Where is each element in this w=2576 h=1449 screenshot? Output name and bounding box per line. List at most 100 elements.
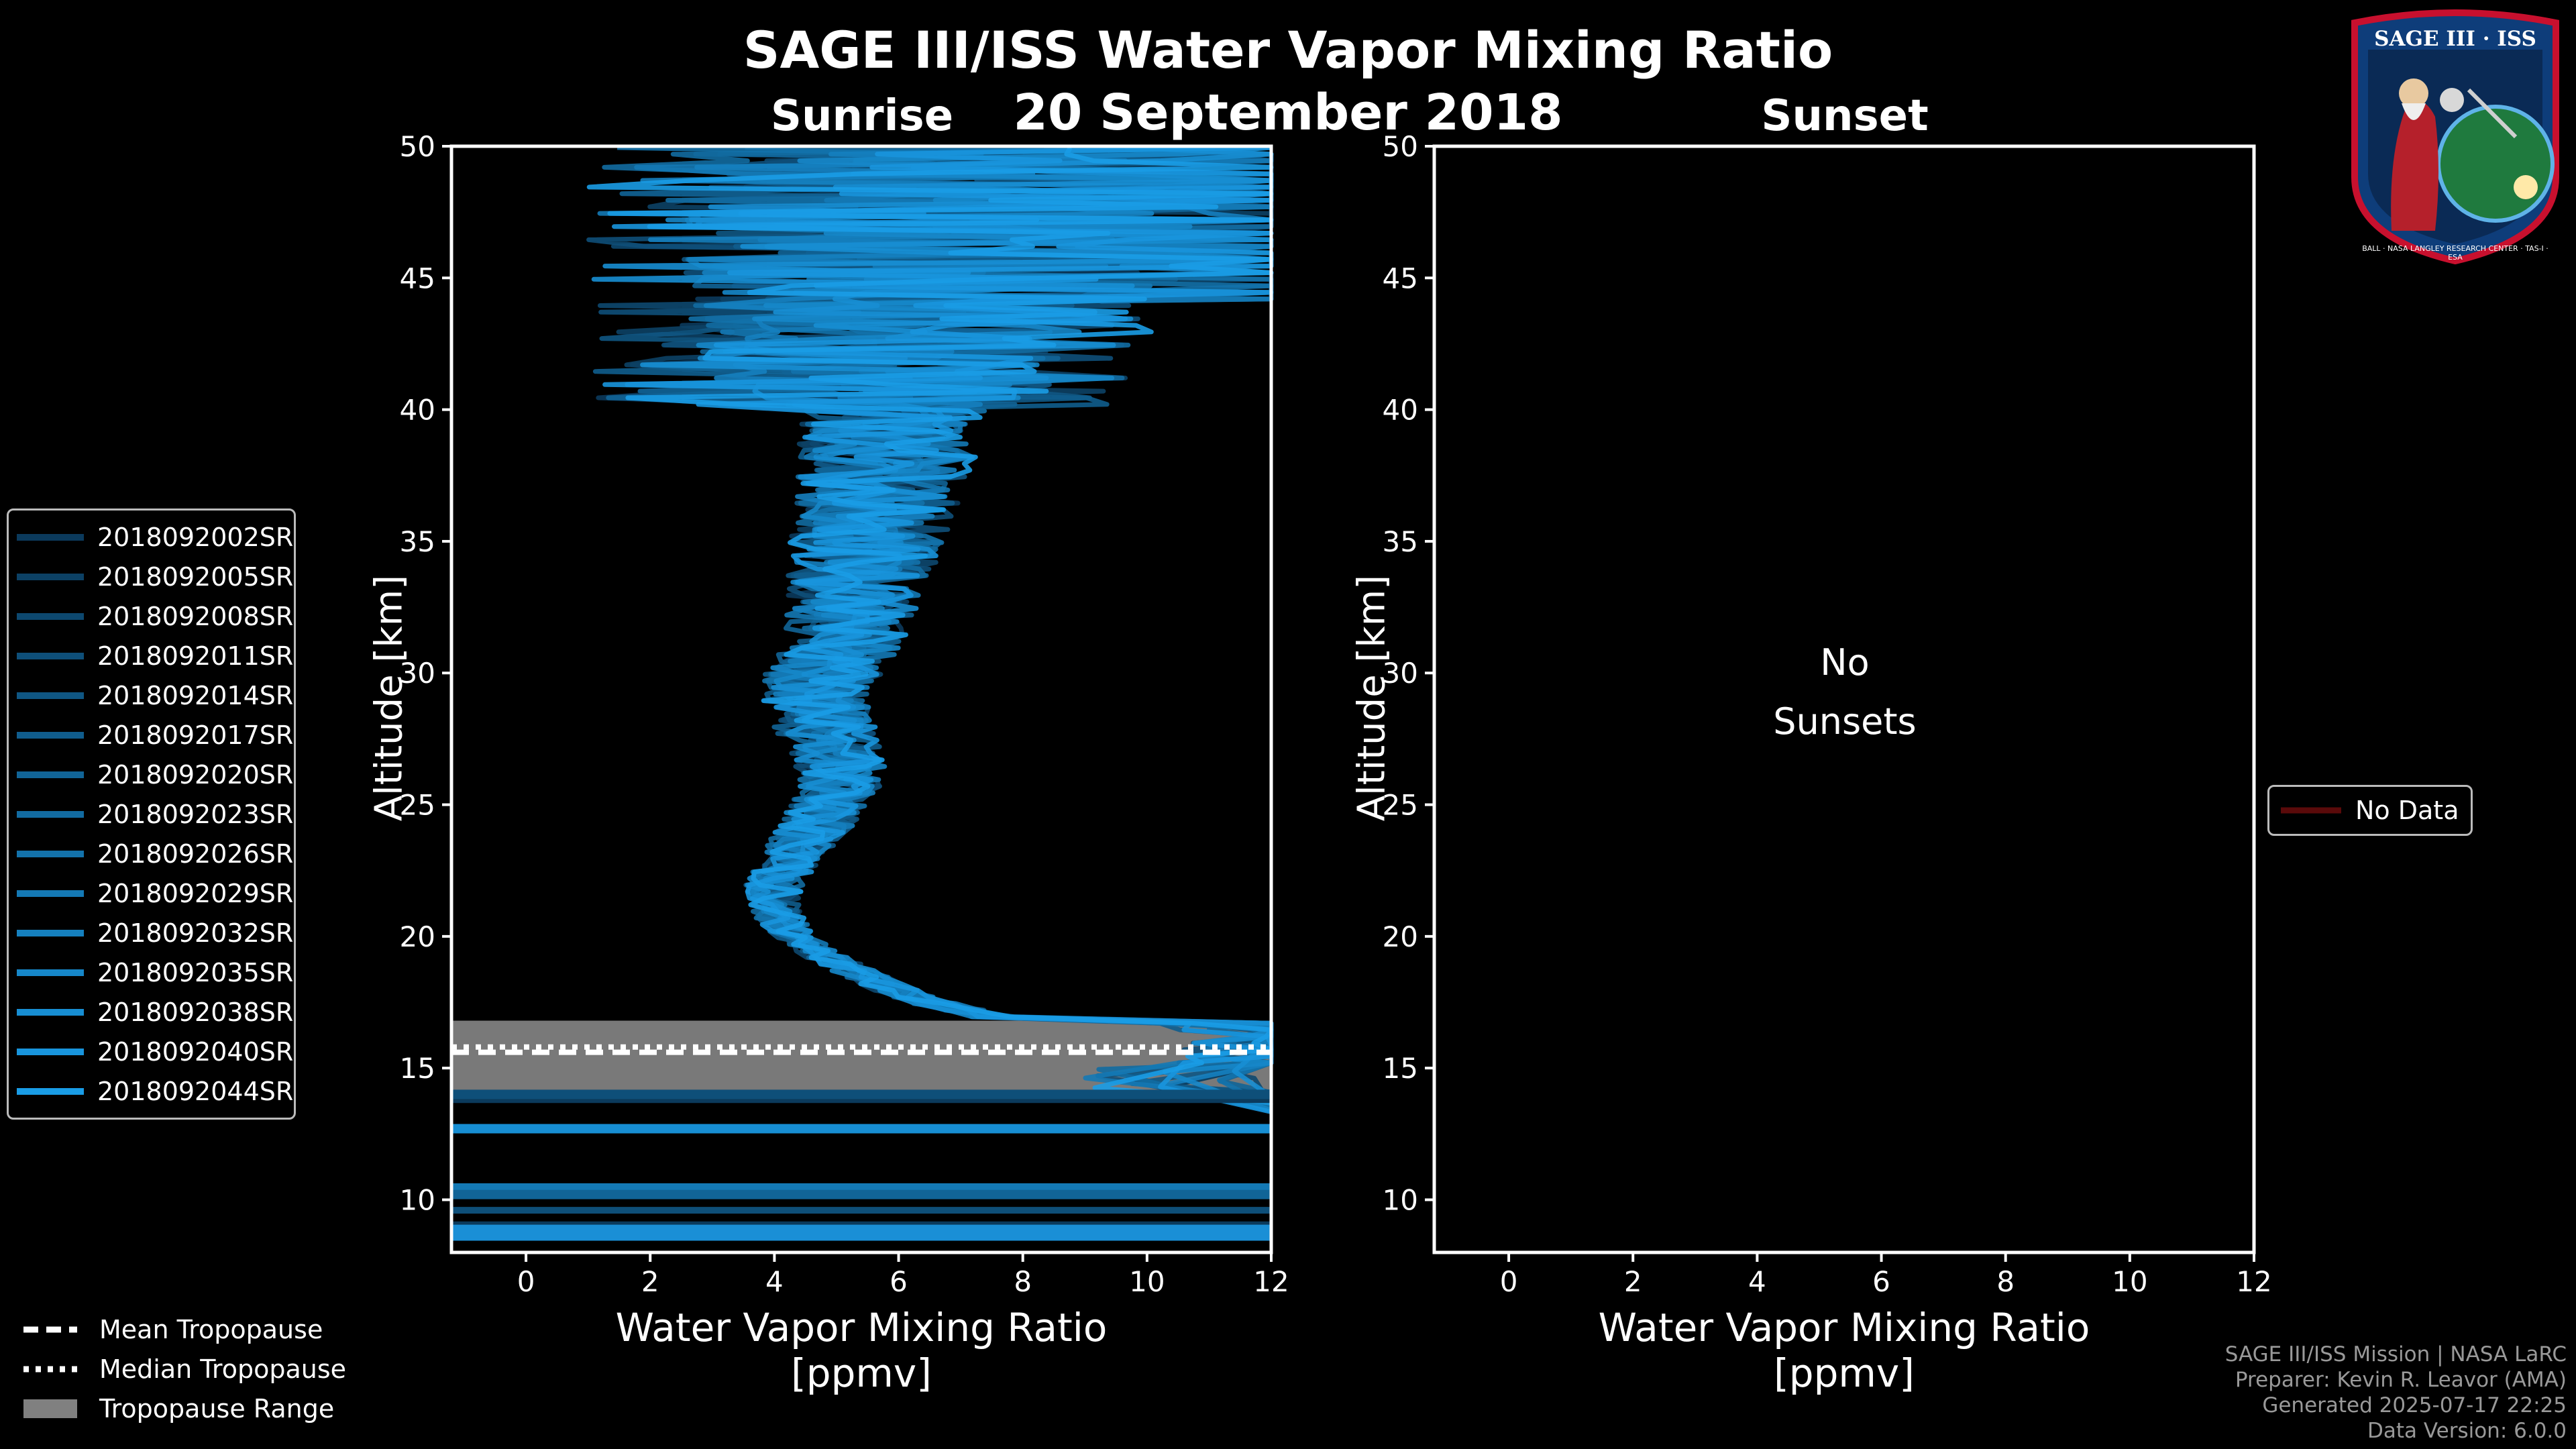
legend-series-2018092040SR: 2018092040SR [9, 1032, 294, 1071]
sunrise-y-tick-label: 25 [400, 789, 435, 822]
legend-series-swatch [17, 1008, 84, 1016]
sunrise-y-tick-label: 50 [400, 130, 435, 163]
sunrise-y-tick-label: 40 [400, 394, 435, 427]
legend-series-label: 2018092038SR [97, 997, 294, 1027]
no-sunsets-note: No Sunsets [1610, 633, 2080, 751]
sunset-x-axis-title: Water Vapor Mixing Ratio [1598, 1305, 2090, 1350]
sunset-x-axis-unit: [ppmv] [1774, 1350, 1915, 1396]
legend-series-swatch [17, 1087, 84, 1095]
legend-series-2018092002SR: 2018092002SR [9, 517, 294, 557]
legend-series-swatch [17, 1048, 84, 1055]
legend-series-label: 2018092029SR [97, 878, 294, 908]
legend-series-label: 2018092035SR [97, 957, 294, 987]
sunset-x-axis-label: Water Vapor Mixing Ratio [ppmv] [1434, 1305, 2254, 1396]
sunrise-series-legend: 2018092002SR 2018092005SR 2018092008SR 2018… [7, 508, 296, 1120]
legend-series-swatch [17, 612, 84, 620]
legend-series-2018092011SR: 2018092011SR [9, 636, 294, 676]
figure-date: 20 September 2018 [1013, 84, 1563, 142]
sunrise-series-line-2018092044SR [586, 146, 1274, 1106]
sunrise-panel-title: Sunrise [770, 91, 954, 141]
tropopause-range-swatch [23, 1399, 77, 1418]
sunrise-x-tick-label: 2 [641, 1265, 659, 1298]
legend-series-label: 2018092020SR [97, 759, 294, 790]
sunrise-x-tick-label: 0 [517, 1265, 535, 1298]
legend-series-label: 2018092023SR [97, 799, 294, 829]
legend-tropopause-range-label: Tropopause Range [99, 1393, 335, 1424]
sunrise-x-tick-label: 4 [765, 1265, 784, 1298]
sunrise-x-axis-label: Water Vapor Mixing Ratio [ppmv] [451, 1305, 1271, 1396]
credits: SAGE III/ISS Mission | NASA LaRC Prepare… [2225, 1342, 2567, 1444]
legend-series-swatch [17, 890, 84, 897]
credit-preparer: Preparer: Kevin R. Leavor (AMA) [2235, 1368, 2567, 1392]
legend-series-2018092014SR: 2018092014SR [9, 676, 294, 715]
legend-series-label: 2018092014SR [97, 680, 294, 710]
sunrise-x-axis-title: Water Vapor Mixing Ratio [615, 1305, 1108, 1350]
legend-series-swatch [17, 850, 84, 857]
credit-mission: SAGE III/ISS Mission | NASA LaRC [2224, 1342, 2567, 1366]
legend-series-2018092029SR: 2018092029SR [9, 873, 294, 913]
legend-series-label: 2018092008SR [97, 601, 294, 631]
no-data-label: No Data [2355, 796, 2459, 825]
tropopause-legend: Mean Tropopause Median Tropopause Tropop… [20, 1309, 346, 1428]
legend-series-label: 2018092002SR [97, 522, 294, 552]
legend-series-2018092020SR: 2018092020SR [9, 755, 294, 794]
legend-series-label: 2018092017SR [97, 720, 294, 750]
sunset-panel-title: Sunset [1761, 91, 1929, 141]
no-sunsets-line2: Sunsets [1773, 700, 1917, 743]
legend-series-2018092032SR: 2018092032SR [9, 913, 294, 953]
legend-series-2018092026SR: 2018092026SR [9, 834, 294, 873]
legend-series-label: 2018092011SR [97, 641, 294, 671]
sunrise-x-axis-unit: [ppmv] [791, 1350, 932, 1396]
legend-series-2018092035SR: 2018092035SR [9, 953, 294, 992]
legend-series-2018092005SR: 2018092005SR [9, 557, 294, 596]
credit-generated: Generated 2025-07-17 22:25 [2262, 1393, 2567, 1417]
legend-mean-tropopause-label: Mean Tropopause [99, 1314, 323, 1344]
mean-tropopause-swatch [23, 1326, 77, 1332]
sunrise-y-tick-label: 15 [400, 1052, 435, 1085]
sunrise-y-tick-label: 10 [400, 1183, 435, 1216]
legend-mean-tropopause: Mean Tropopause [20, 1309, 346, 1349]
legend-series-label: 2018092040SR [97, 1036, 294, 1067]
legend-series-label: 2018092044SR [97, 1076, 294, 1106]
sunrise-y-tick-label: 20 [400, 920, 435, 953]
legend-series-label: 2018092026SR [97, 839, 294, 869]
median-tropopause-swatch [23, 1366, 77, 1372]
no-sunsets-line1: No [1820, 641, 1870, 684]
patch-title: SAGE III · ISS [2374, 27, 2536, 51]
sunrise-x-tick-label: 10 [1129, 1265, 1165, 1298]
sunrise-y-tick-label: 30 [400, 657, 435, 690]
credit-version: Data Version: 6.0.0 [2367, 1419, 2567, 1443]
legend-series-swatch [17, 969, 84, 976]
sage-mission-patch: SAGE III · ISS BALL · NASA LANGLEY RESEA… [2341, 9, 2569, 265]
legend-series-swatch [17, 731, 84, 739]
legend-series-2018092023SR: 2018092023SR [9, 794, 294, 834]
sunrise-x-tick-label: 6 [890, 1265, 908, 1298]
sunrise-y-axis-label: Altitude [km] [367, 574, 411, 822]
legend-median-tropopause: Median Tropopause [20, 1349, 346, 1389]
legend-series-swatch [17, 573, 84, 580]
legend-series-2018092044SR: 2018092044SR [9, 1071, 294, 1111]
patch-ring-text: BALL · NASA LANGLEY RESEARCH CENTER · TA… [2362, 244, 2548, 262]
sunset-legend: No Data [2267, 785, 2473, 836]
legend-series-swatch [17, 929, 84, 936]
legend-series-swatch [17, 771, 84, 778]
sunrise-y-tick-label: 45 [400, 262, 435, 294]
sunrise-x-tick-label: 12 [1253, 1265, 1289, 1298]
sunrise-y-tick-label: 35 [400, 525, 435, 558]
figure-title: SAGE III/ISS Water Vapor Mixing Ratio [743, 20, 1833, 80]
legend-series-swatch [17, 652, 84, 659]
legend-series-label: 2018092032SR [97, 918, 294, 948]
legend-series-swatch [17, 533, 84, 541]
legend-series-2018092008SR: 2018092008SR [9, 596, 294, 636]
legend-series-2018092038SR: 2018092038SR [9, 992, 294, 1032]
legend-series-label: 2018092005SR [97, 561, 294, 592]
legend-median-tropopause-label: Median Tropopause [99, 1354, 346, 1384]
sunset-y-axis-label: Altitude [km] [1350, 574, 1394, 822]
sunrise-x-tick-label: 8 [1014, 1265, 1032, 1298]
legend-series-2018092017SR: 2018092017SR [9, 715, 294, 755]
sunrise-frame [449, 144, 1273, 1254]
legend-series-swatch [17, 692, 84, 699]
legend-tropopause-range: Tropopause Range [20, 1389, 346, 1428]
no-data-swatch [2281, 807, 2341, 814]
